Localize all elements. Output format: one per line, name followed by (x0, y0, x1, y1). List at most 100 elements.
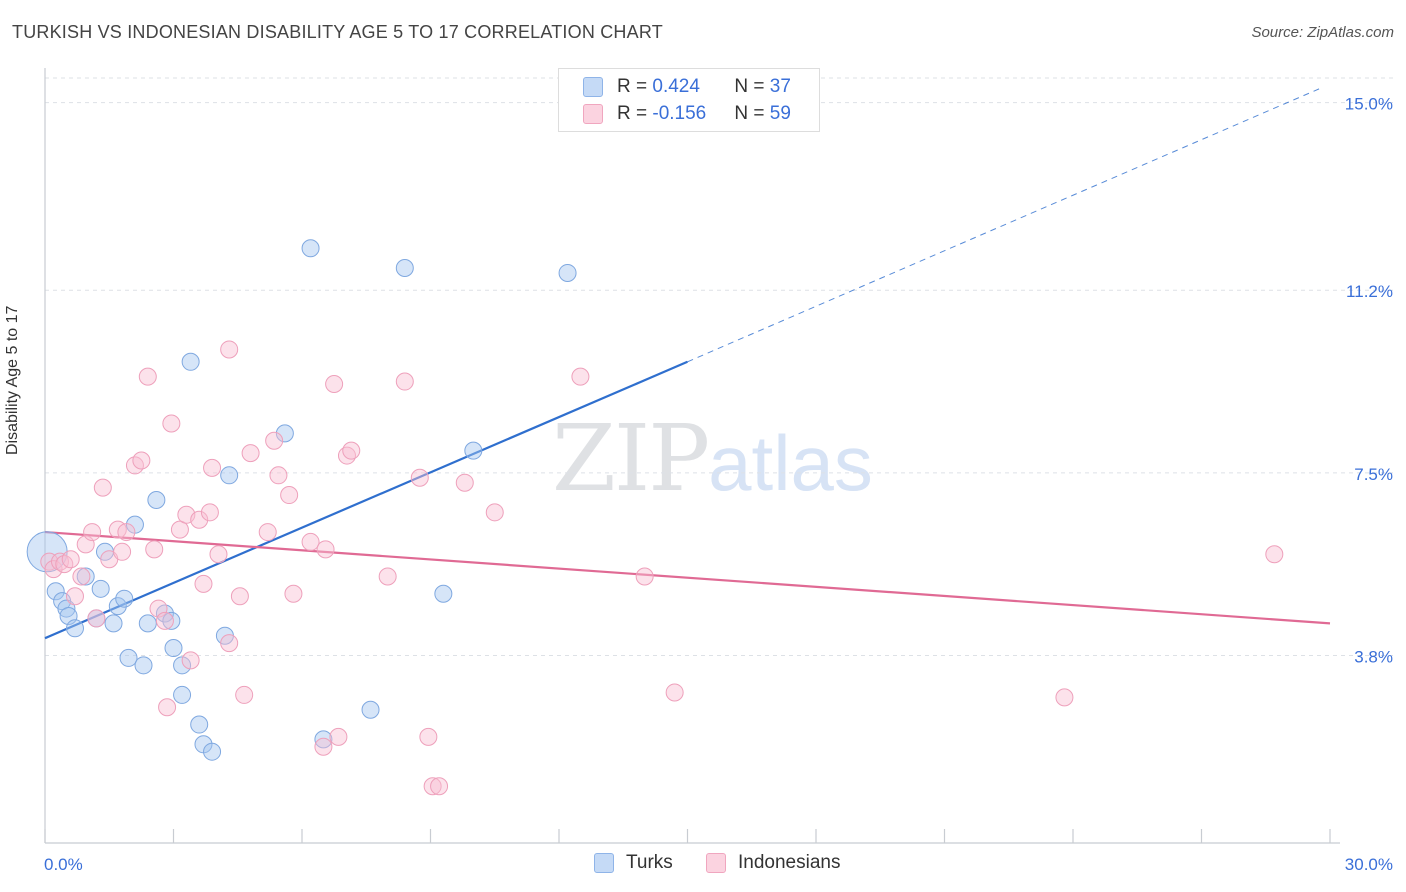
turks-point (434, 584, 453, 603)
watermark-zip: ZIP (552, 405, 710, 512)
y-tick-label: 15.0% (1345, 95, 1393, 114)
indonesians-point (230, 587, 249, 606)
axes (44, 68, 1340, 844)
indonesians-point (1265, 545, 1284, 564)
indonesians-point (72, 567, 91, 586)
indonesians-point (284, 584, 303, 603)
turks-point (138, 614, 157, 633)
x-tick-label: 30.0% (1345, 855, 1393, 874)
indonesians-point (200, 503, 219, 522)
indonesians-point (158, 698, 177, 717)
indonesians-point (665, 683, 684, 702)
indonesians-point (209, 545, 228, 564)
indonesians-point (395, 372, 414, 391)
turks-n-value: 37 (769, 76, 791, 97)
turks-r-value: 0.424 (652, 76, 700, 97)
indonesians-point (265, 431, 284, 450)
y-axis-label: Disability Age 5 to 17 (4, 305, 21, 455)
indonesians-r-label: R = (617, 103, 653, 124)
indonesians-point (220, 634, 239, 653)
indonesians-point (635, 567, 654, 586)
indonesians-point (194, 574, 213, 593)
turks-point (314, 730, 333, 749)
indonesians-point (181, 651, 200, 670)
chart-title: TURKISH VS INDONESIAN DISABILITY AGE 5 T… (12, 22, 663, 42)
indonesians-r-value: -0.156 (652, 103, 707, 124)
indonesians-point (203, 458, 222, 477)
turks-point (181, 352, 200, 371)
indonesians-point (455, 473, 474, 492)
indonesians-point (87, 609, 106, 628)
indonesians-legend-label: Indonesians (738, 852, 841, 873)
turks-n-label: N = (734, 76, 770, 97)
correlation-legend: R = 0.424 N = 37 R = -0.156 N = 59 (558, 68, 820, 132)
indonesians-point (138, 367, 157, 386)
indonesians-point (113, 542, 132, 561)
indonesians-trend-line (44, 530, 1331, 625)
turks-point (203, 742, 222, 761)
y-tick-label: 7.5% (1354, 465, 1393, 484)
indonesians-point (162, 414, 181, 433)
indonesians-point (314, 737, 333, 756)
indonesians-point (170, 520, 189, 539)
series-legend: Turks Indonesians (0, 852, 1406, 876)
indonesians-point (61, 550, 80, 569)
watermark: ZIPatlas (552, 405, 873, 512)
indonesians-point (235, 685, 254, 704)
turks-point (464, 441, 483, 460)
indonesians-point (269, 466, 288, 485)
indonesians-point (145, 540, 164, 559)
legend-item-turks: Turks (594, 852, 673, 874)
source-label: Source: ZipAtlas.com (1251, 24, 1394, 41)
turks-point (275, 424, 294, 443)
indonesians-point (220, 340, 239, 359)
indonesians-point (241, 444, 260, 463)
indonesians-point (329, 727, 348, 746)
indonesians-n-label: N = (734, 103, 770, 124)
turks-point (361, 700, 380, 719)
turks-point (220, 466, 239, 485)
indonesians-point (419, 727, 438, 746)
turks-point (76, 567, 95, 586)
turks-trend-line (44, 360, 688, 640)
legend-row-turks: R = 0.424 N = 37 (583, 75, 791, 99)
turks-point (46, 582, 65, 601)
turks-point (57, 599, 76, 618)
indonesians-point (44, 560, 63, 579)
turks-point (173, 656, 192, 675)
turks-point (162, 611, 181, 630)
turks-r-label: R = (617, 76, 653, 97)
turks-trend-extension (687, 87, 1322, 363)
indonesians-point (316, 540, 335, 559)
turks-point (164, 639, 183, 658)
indonesians-point (423, 777, 442, 796)
indonesians-point (258, 523, 277, 542)
turks-swatch (583, 77, 603, 97)
turks-point (119, 648, 138, 667)
turks-legend-swatch (594, 853, 614, 873)
indonesians-point (430, 777, 449, 796)
indonesians-point (155, 611, 174, 630)
indonesians-swatch (583, 104, 603, 124)
y-tick-label: 3.8% (1354, 647, 1393, 666)
indonesians-point (1055, 688, 1074, 707)
legend-item-indonesians: Indonesians (706, 852, 840, 874)
turks-point (115, 589, 134, 608)
trend-lines (44, 87, 1331, 640)
indonesians-point (301, 532, 320, 551)
indonesians-point (325, 375, 344, 393)
y-tick-label: 11.2% (1346, 282, 1393, 301)
turks-point (395, 259, 414, 278)
indonesians-point (378, 567, 397, 586)
legend-row-indonesians: R = -0.156 N = 59 (583, 102, 791, 126)
grid-lines (45, 77, 1395, 656)
tick-labels: 3.8% 7.5% 11.2% 15.0% 0.0% 30.0% (44, 95, 1393, 874)
turks-point (173, 685, 192, 704)
indonesians-point (117, 523, 136, 542)
indonesians-point (190, 510, 209, 529)
indonesians-point (280, 486, 299, 505)
x-tick-label: 0.0% (44, 855, 83, 874)
turks-point (147, 490, 166, 509)
turks-point (558, 263, 577, 282)
